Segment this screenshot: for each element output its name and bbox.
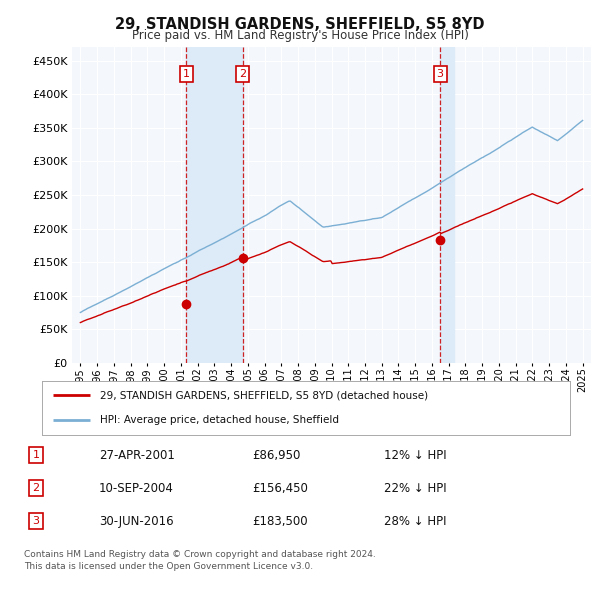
Text: 27-APR-2001: 27-APR-2001 bbox=[99, 448, 175, 462]
Text: 3: 3 bbox=[32, 516, 40, 526]
Text: Price paid vs. HM Land Registry's House Price Index (HPI): Price paid vs. HM Land Registry's House … bbox=[131, 29, 469, 42]
Text: £183,500: £183,500 bbox=[252, 514, 308, 528]
Text: 1: 1 bbox=[32, 450, 40, 460]
Bar bbox=[440, 47, 454, 363]
Text: HPI: Average price, detached house, Sheffield: HPI: Average price, detached house, Shef… bbox=[100, 415, 339, 425]
Text: 2: 2 bbox=[32, 483, 40, 493]
Text: £156,450: £156,450 bbox=[252, 481, 308, 495]
Text: £86,950: £86,950 bbox=[252, 448, 301, 462]
Text: 28% ↓ HPI: 28% ↓ HPI bbox=[384, 514, 446, 528]
Text: 3: 3 bbox=[437, 69, 443, 79]
Text: 1: 1 bbox=[182, 69, 190, 79]
Text: 29, STANDISH GARDENS, SHEFFIELD, S5 8YD: 29, STANDISH GARDENS, SHEFFIELD, S5 8YD bbox=[115, 17, 485, 31]
Bar bbox=[186, 47, 242, 363]
Text: 30-JUN-2016: 30-JUN-2016 bbox=[99, 514, 173, 528]
Text: 22% ↓ HPI: 22% ↓ HPI bbox=[384, 481, 446, 495]
Text: 2: 2 bbox=[239, 69, 246, 79]
Text: 29, STANDISH GARDENS, SHEFFIELD, S5 8YD (detached house): 29, STANDISH GARDENS, SHEFFIELD, S5 8YD … bbox=[100, 390, 428, 400]
Text: 10-SEP-2004: 10-SEP-2004 bbox=[99, 481, 174, 495]
Text: Contains HM Land Registry data © Crown copyright and database right 2024.
This d: Contains HM Land Registry data © Crown c… bbox=[24, 550, 376, 571]
Text: 12% ↓ HPI: 12% ↓ HPI bbox=[384, 448, 446, 462]
